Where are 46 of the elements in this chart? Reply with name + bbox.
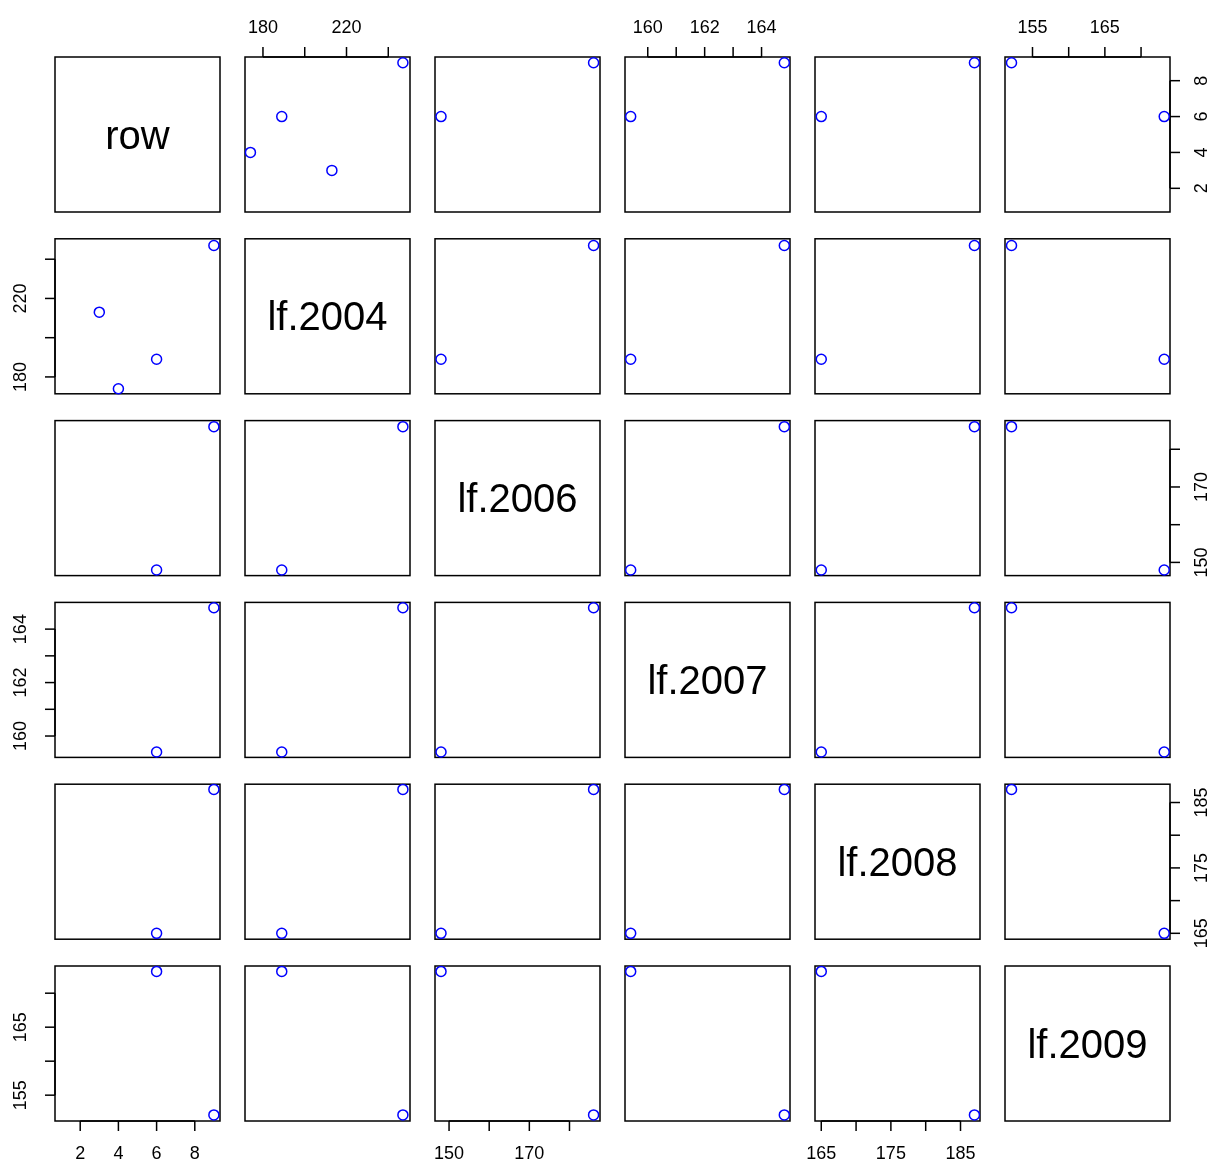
x-tick-label: 150 [434,1143,465,1163]
x-tick-label: 165 [806,1143,837,1163]
x-tick-label: 165 [1089,17,1120,37]
y-tick-label: 150 [1191,547,1211,578]
y-tick-label: 4 [1191,147,1211,158]
text: lf.2008 [837,839,958,884]
text: lf.2004 [267,294,388,339]
y-tick-label: 160 [10,721,30,752]
y-tick-label: 220 [10,283,30,314]
x-tick-label: 175 [875,1143,906,1163]
text: lf.2009 [1027,1021,1148,1066]
y-tick-label: 162 [10,667,30,698]
y-tick-label: 180 [10,361,30,392]
x-tick-label: 220 [331,17,362,37]
x-tick-label: 170 [514,1143,545,1163]
y-tick-label: 164 [10,614,30,645]
y-tick-label: 6 [1191,111,1211,122]
x-tick-label: 6 [151,1143,162,1163]
text: lf.2007 [647,657,768,702]
x-tick-label: 160 [632,17,663,37]
point [397,56,409,69]
y-tick-label: 8 [1191,75,1211,86]
point [244,146,257,159]
point [93,306,106,318]
text: lf.2006 [457,476,578,521]
y-tick-label: 155 [10,1080,30,1111]
point [208,239,220,252]
x-tick-label: 185 [945,1143,976,1163]
y-tick-label: 170 [1191,471,1211,502]
point [112,382,125,395]
x-tick-label: 8 [189,1143,200,1163]
x-tick-label: 164 [746,17,777,37]
x-tick-label: 180 [247,17,278,37]
point [326,164,338,177]
y-tick-label: 165 [10,1012,30,1043]
y-tick-label: 2 [1191,183,1211,194]
x-tick-label: 162 [689,17,720,37]
y-tick-label: 175 [1191,852,1211,883]
x-tick-label: 2 [75,1143,86,1163]
y-tick-label: 185 [1191,787,1211,818]
point [276,110,288,123]
x-tick-label: 155 [1017,17,1048,37]
y-tick-label: 165 [1191,918,1211,949]
x-tick-label: 4 [113,1143,124,1163]
point [150,353,163,366]
text: row [105,112,170,157]
